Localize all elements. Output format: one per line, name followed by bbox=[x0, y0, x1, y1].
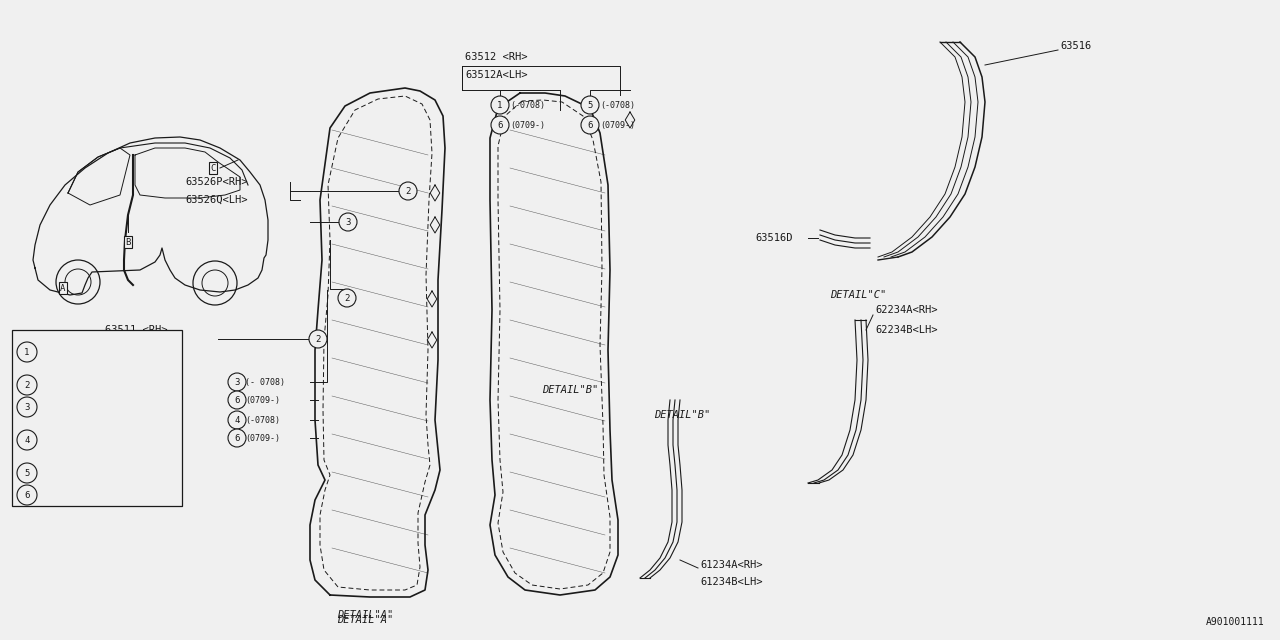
Text: W120043: W120043 bbox=[47, 403, 84, 412]
Text: 3: 3 bbox=[346, 218, 351, 227]
Text: 6: 6 bbox=[234, 433, 239, 442]
Text: 61234B<LH>: 61234B<LH> bbox=[700, 577, 763, 587]
Text: 6: 6 bbox=[588, 120, 593, 129]
Circle shape bbox=[581, 96, 599, 114]
Circle shape bbox=[17, 375, 37, 395]
Text: 61234A<RH>: 61234A<RH> bbox=[700, 560, 763, 570]
Text: W120029<RH>: W120029<RH> bbox=[47, 424, 106, 433]
Text: (-0708): (-0708) bbox=[244, 415, 280, 424]
Text: 2: 2 bbox=[344, 294, 349, 303]
Circle shape bbox=[492, 96, 509, 114]
Circle shape bbox=[17, 430, 37, 450]
Text: A901001111: A901001111 bbox=[1206, 617, 1265, 627]
Text: (0709-): (0709-) bbox=[244, 433, 280, 442]
Text: 63516: 63516 bbox=[1060, 41, 1092, 51]
Text: 3: 3 bbox=[24, 403, 29, 412]
Text: 62234A<RH>: 62234A<RH> bbox=[876, 305, 937, 315]
Text: 6: 6 bbox=[498, 120, 503, 129]
Text: 4: 4 bbox=[24, 435, 29, 445]
Text: DETAIL"C": DETAIL"C" bbox=[829, 290, 886, 300]
Circle shape bbox=[17, 342, 37, 362]
Text: 63526P<RH>: 63526P<RH> bbox=[186, 177, 247, 187]
Text: W130204: W130204 bbox=[47, 468, 84, 477]
Text: 2: 2 bbox=[315, 335, 321, 344]
Text: W12003  <LH>: W12003 <LH> bbox=[47, 358, 111, 367]
Text: 63512A<LH>: 63512A<LH> bbox=[465, 70, 527, 80]
Circle shape bbox=[228, 411, 246, 429]
Circle shape bbox=[228, 391, 246, 409]
Text: 6: 6 bbox=[24, 490, 29, 499]
Circle shape bbox=[308, 330, 326, 348]
Text: 4: 4 bbox=[234, 415, 239, 424]
Circle shape bbox=[17, 397, 37, 417]
Circle shape bbox=[492, 116, 509, 134]
Text: (-0708): (-0708) bbox=[509, 100, 545, 109]
Text: 5: 5 bbox=[588, 100, 593, 109]
Text: DETAIL"B": DETAIL"B" bbox=[654, 410, 710, 420]
Text: 2: 2 bbox=[24, 381, 29, 390]
Text: A: A bbox=[60, 284, 65, 292]
Text: 1: 1 bbox=[24, 348, 29, 356]
Text: DETAIL"B": DETAIL"B" bbox=[541, 385, 598, 395]
Circle shape bbox=[17, 485, 37, 505]
Text: 63512 <RH>: 63512 <RH> bbox=[465, 52, 527, 62]
Text: 2: 2 bbox=[406, 186, 411, 195]
Text: W120026: W120026 bbox=[47, 381, 84, 390]
Bar bbox=[12, 330, 182, 506]
Text: B: B bbox=[125, 237, 131, 246]
Text: (- 0708): (- 0708) bbox=[244, 378, 285, 387]
Circle shape bbox=[581, 116, 599, 134]
Text: (0709-): (0709-) bbox=[509, 120, 545, 129]
Text: 5: 5 bbox=[24, 468, 29, 477]
Text: DETAIL"A": DETAIL"A" bbox=[337, 615, 393, 625]
Text: (-0708): (-0708) bbox=[600, 100, 635, 109]
Text: 1: 1 bbox=[498, 100, 503, 109]
Text: W120031 <RH>: W120031 <RH> bbox=[47, 337, 111, 346]
Text: 3: 3 bbox=[234, 378, 239, 387]
Circle shape bbox=[228, 429, 246, 447]
Text: (0709-): (0709-) bbox=[244, 396, 280, 404]
Text: DETAIL"A": DETAIL"A" bbox=[337, 610, 393, 620]
Text: 63526Q<LH>: 63526Q<LH> bbox=[186, 195, 247, 205]
Text: 63511 <RH>: 63511 <RH> bbox=[105, 325, 168, 335]
Text: 63511A<LH>: 63511A<LH> bbox=[105, 343, 168, 353]
Text: 62234B<LH>: 62234B<LH> bbox=[876, 325, 937, 335]
Circle shape bbox=[339, 213, 357, 231]
Text: (0709-): (0709-) bbox=[600, 120, 635, 129]
Text: W120022<LH>: W120022<LH> bbox=[47, 447, 106, 456]
Circle shape bbox=[228, 373, 246, 391]
Circle shape bbox=[338, 289, 356, 307]
Text: W130202<LRH>: W130202<LRH> bbox=[47, 490, 111, 499]
Text: 6: 6 bbox=[234, 396, 239, 404]
Text: C: C bbox=[210, 163, 216, 173]
Text: 63516D: 63516D bbox=[755, 233, 792, 243]
Circle shape bbox=[17, 463, 37, 483]
Circle shape bbox=[399, 182, 417, 200]
